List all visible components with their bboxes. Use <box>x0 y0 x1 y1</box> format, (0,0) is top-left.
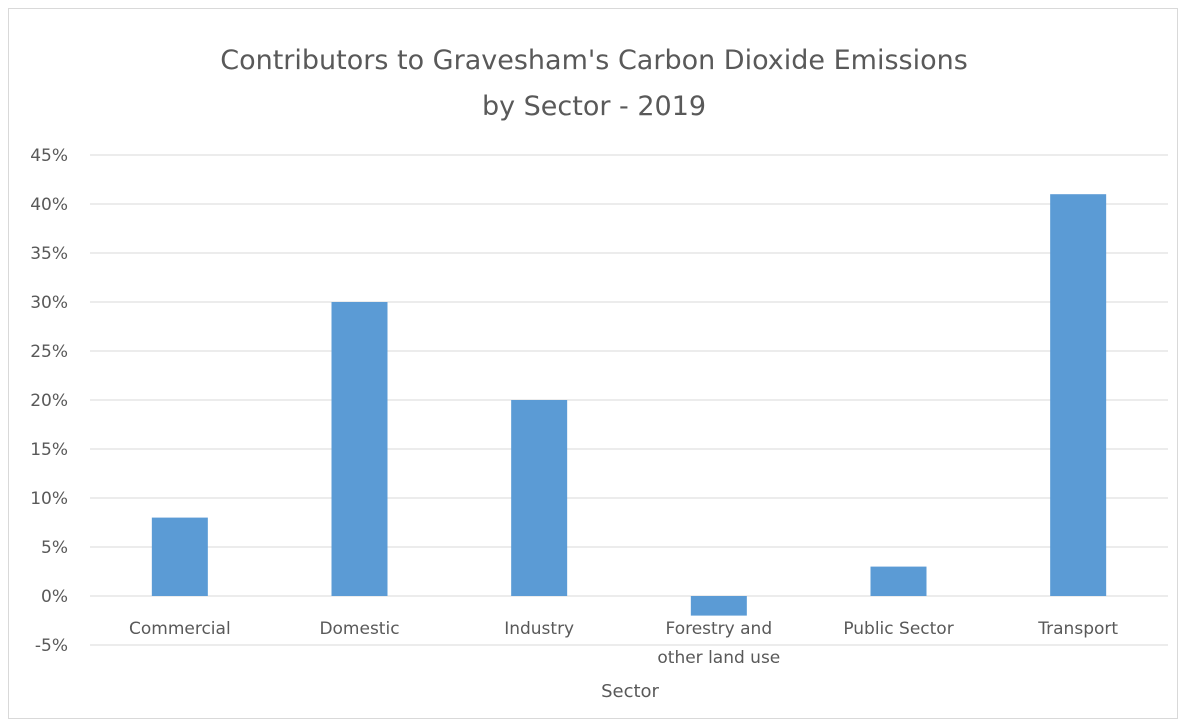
x-tick-label: Commercial <box>129 619 231 639</box>
y-tick-label: 25% <box>30 342 68 362</box>
y-tick-label: 45% <box>30 146 68 166</box>
gridlines <box>90 155 1168 645</box>
x-axis-title: Sector <box>601 681 659 702</box>
bar <box>511 400 567 596</box>
bar <box>152 518 208 596</box>
x-tick-label: other land use <box>657 648 780 668</box>
bar <box>871 567 927 596</box>
bars <box>152 194 1106 615</box>
x-tick-label: Transport <box>1037 619 1118 639</box>
y-tick-label: 30% <box>30 293 68 313</box>
x-axis-ticks: Commercial Domestic Industry Forestry and ot… <box>129 619 1118 668</box>
y-axis-ticks: -5% 0% 5% 10% 15% 20% 25% 30% 35% 40% 45% <box>30 146 68 656</box>
bar <box>691 596 747 616</box>
x-tick-label: Public Sector <box>843 619 953 639</box>
y-tick-label: 0% <box>41 587 68 607</box>
x-tick-label: Industry <box>504 619 574 639</box>
x-tick-label: Domestic <box>319 619 399 639</box>
y-tick-label: 20% <box>30 391 68 411</box>
y-tick-label: 40% <box>30 195 68 215</box>
bar <box>332 302 388 596</box>
y-tick-label: 35% <box>30 244 68 264</box>
x-tick-label: Forestry and <box>666 619 773 639</box>
y-tick-label: 10% <box>30 489 68 509</box>
y-tick-label: 5% <box>41 538 68 558</box>
bar <box>1050 194 1106 596</box>
y-tick-label: 15% <box>30 440 68 460</box>
y-tick-label: -5% <box>35 636 68 656</box>
